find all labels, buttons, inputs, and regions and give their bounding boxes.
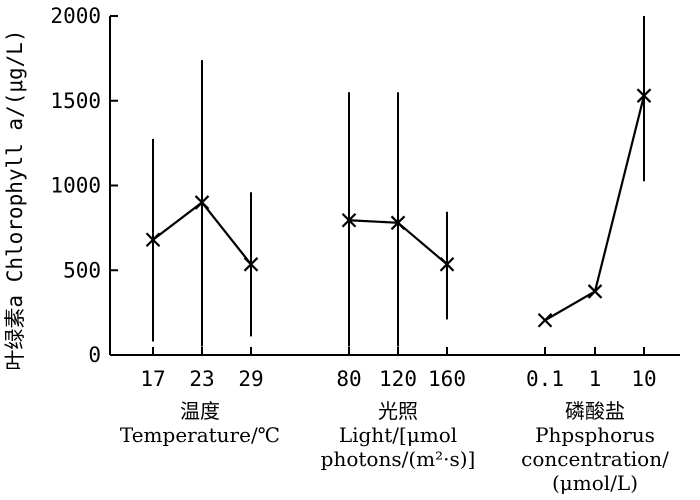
data-point: [243, 257, 259, 272]
data-point: [145, 232, 161, 248]
data-point: [537, 312, 553, 328]
data-point-marker: [194, 195, 210, 210]
group-label-line: photons/(m²·s)]: [321, 447, 476, 471]
y-tick-label: 0: [88, 343, 101, 367]
y-tick-label: 2000: [50, 4, 101, 28]
data-point-marker: [390, 215, 406, 231]
data-point: [587, 284, 603, 299]
data-point: [636, 88, 652, 103]
y-tick-label: 1000: [50, 174, 101, 198]
y-tick-label: 1500: [50, 89, 101, 113]
group-label-line: Temperature/℃: [120, 423, 280, 447]
data-point-marker: [439, 257, 455, 272]
group-label-line: 温度: [180, 399, 220, 423]
group-label-line: Light/[μmol: [339, 423, 457, 447]
data-point: [390, 215, 406, 231]
group-label-line: (μmol/L): [552, 471, 638, 495]
data-point-marker: [587, 284, 603, 299]
plot-area: [145, 16, 652, 347]
x-tick-label: 80: [336, 367, 361, 391]
data-point: [194, 195, 210, 210]
x-tick-label: 29: [238, 367, 263, 391]
data-point-marker: [636, 88, 652, 103]
y-tick-label: 500: [63, 258, 101, 282]
x-axis: 17 23 29 80 120 160 0.1 1 10: [110, 347, 680, 391]
data-point-marker: [243, 257, 259, 272]
group-label-line: 光照: [378, 399, 418, 423]
data-point: [439, 257, 455, 272]
x-tick-label: 0.1: [526, 367, 564, 391]
y-axis: 0 500 1000 1500 2000: [50, 4, 118, 367]
x-tick-label: 10: [631, 367, 656, 391]
x-tick-label: 1: [589, 367, 602, 391]
group-label-line: concentration/: [521, 447, 669, 471]
x-tick-label: 23: [189, 367, 214, 391]
series-line-group-3: [544, 95, 646, 322]
group-label-line: 磷酸盐: [565, 399, 625, 423]
x-tick-label: 160: [428, 367, 466, 391]
data-point-marker: [145, 232, 161, 248]
group-label-line: Phpsphorus: [535, 423, 655, 447]
data-point-marker: [537, 312, 553, 328]
x-tick-label: 120: [379, 367, 417, 391]
data-point-marker: [341, 212, 357, 228]
data-point: [341, 212, 357, 228]
x-tick-label: 17: [140, 367, 165, 391]
y-axis-label: 叶绿素a Chlorophyll a/(μg/L): [3, 29, 27, 370]
